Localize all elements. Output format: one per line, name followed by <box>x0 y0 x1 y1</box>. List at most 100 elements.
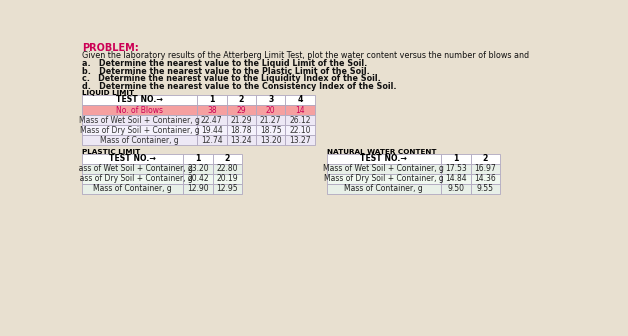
Bar <box>285 95 315 105</box>
Text: 14.36: 14.36 <box>475 174 496 183</box>
Text: TEST NO.→: TEST NO.→ <box>116 95 163 104</box>
Bar <box>212 183 242 194</box>
Text: Mass of Wet Soil + Container, g: Mass of Wet Soil + Container, g <box>323 164 444 173</box>
Bar <box>197 135 227 145</box>
Text: 9.50: 9.50 <box>447 184 465 193</box>
Bar <box>470 164 500 173</box>
Bar <box>227 115 256 125</box>
Text: TEST NO.→: TEST NO.→ <box>109 154 156 163</box>
Text: 17.53: 17.53 <box>445 164 467 173</box>
Text: 1: 1 <box>195 154 200 163</box>
Text: 18.78: 18.78 <box>230 126 252 134</box>
Bar <box>327 164 441 173</box>
Bar <box>256 115 285 125</box>
Bar <box>441 164 470 173</box>
Text: a.   Determine the nearest value to the Liquid Limit of the Soil.: a. Determine the nearest value to the Li… <box>82 59 367 68</box>
Bar <box>441 154 470 164</box>
Text: Mass of Dry Soil + Container, g: Mass of Dry Soil + Container, g <box>73 174 193 183</box>
Text: 12.95: 12.95 <box>217 184 238 193</box>
Text: Mass of Container, g: Mass of Container, g <box>100 135 179 144</box>
Text: 14: 14 <box>295 106 305 115</box>
Bar <box>285 135 315 145</box>
Bar <box>197 95 227 105</box>
Bar <box>82 173 183 183</box>
Text: 13.27: 13.27 <box>290 135 311 144</box>
Text: 21.27: 21.27 <box>260 116 281 125</box>
Text: 1: 1 <box>453 154 458 163</box>
Text: b.   Determine the nearest value to the Plastic Limit of the Soil.: b. Determine the nearest value to the Pl… <box>82 67 370 76</box>
Text: 13.24: 13.24 <box>230 135 252 144</box>
Bar <box>212 173 242 183</box>
Text: 26.12: 26.12 <box>290 116 311 125</box>
Bar <box>212 154 242 164</box>
Bar <box>441 183 470 194</box>
Bar <box>256 105 285 115</box>
Text: TEST NO.→: TEST NO.→ <box>360 154 408 163</box>
Bar <box>227 95 256 105</box>
Text: 18.75: 18.75 <box>260 126 281 134</box>
Bar <box>470 173 500 183</box>
Bar <box>256 135 285 145</box>
Text: 4: 4 <box>298 95 303 104</box>
Text: PROBLEM:: PROBLEM: <box>82 43 139 53</box>
Text: LIQUID LIMIT: LIQUID LIMIT <box>82 90 134 96</box>
Text: 29: 29 <box>236 106 246 115</box>
Bar <box>212 164 242 173</box>
Bar <box>82 115 197 125</box>
Bar <box>441 173 470 183</box>
Text: 19.44: 19.44 <box>201 126 223 134</box>
Bar <box>470 154 500 164</box>
Text: Given the laboratory results of the Atterberg Limit Test, plot the water content: Given the laboratory results of the Atte… <box>82 51 529 60</box>
Bar <box>285 115 315 125</box>
Text: Mass of Wet Soil + Container, g: Mass of Wet Soil + Container, g <box>79 116 200 125</box>
Text: 14.84: 14.84 <box>445 174 467 183</box>
Text: NATURAL WATER CONTENT: NATURAL WATER CONTENT <box>327 149 436 155</box>
Bar <box>183 183 212 194</box>
Text: Mass of Container, g: Mass of Container, g <box>345 184 423 193</box>
Text: PLASTIC LIMIT: PLASTIC LIMIT <box>82 149 141 155</box>
Text: 20.19: 20.19 <box>217 174 238 183</box>
Text: 38: 38 <box>207 106 217 115</box>
Bar <box>197 115 227 125</box>
Text: 22.80: 22.80 <box>217 164 238 173</box>
Bar <box>183 173 212 183</box>
Text: 22.10: 22.10 <box>290 126 311 134</box>
Bar <box>82 105 197 115</box>
Bar <box>82 164 183 173</box>
Text: Mass of Container, g: Mass of Container, g <box>94 184 172 193</box>
Text: 20.42: 20.42 <box>187 174 208 183</box>
Bar <box>82 154 183 164</box>
Bar <box>227 125 256 135</box>
Bar <box>183 164 212 173</box>
Bar <box>197 125 227 135</box>
Bar <box>82 125 197 135</box>
Bar <box>285 125 315 135</box>
Bar <box>470 183 500 194</box>
Bar <box>256 95 285 105</box>
Text: 20: 20 <box>266 106 276 115</box>
Bar <box>327 173 441 183</box>
Text: 23.20: 23.20 <box>187 164 208 173</box>
Text: Mass of Wet Soil + Container, g: Mass of Wet Soil + Container, g <box>72 164 193 173</box>
Text: 16.97: 16.97 <box>475 164 496 173</box>
Bar <box>227 135 256 145</box>
Bar <box>82 95 197 105</box>
Bar <box>327 183 441 194</box>
Bar <box>82 135 197 145</box>
Text: 12.90: 12.90 <box>187 184 208 193</box>
Text: Mass of Dry Soil + Container, g: Mass of Dry Soil + Container, g <box>80 126 200 134</box>
Bar <box>285 105 315 115</box>
Bar <box>256 125 285 135</box>
Bar <box>327 154 441 164</box>
Text: 9.55: 9.55 <box>477 184 494 193</box>
Bar <box>183 154 212 164</box>
Text: 1: 1 <box>209 95 215 104</box>
Text: 22.47: 22.47 <box>201 116 222 125</box>
Text: Mass of Dry Soil + Container, g: Mass of Dry Soil + Container, g <box>324 174 444 183</box>
Text: No. of Blows: No. of Blows <box>116 106 163 115</box>
Text: 2: 2 <box>239 95 244 104</box>
Text: 2: 2 <box>225 154 230 163</box>
Text: 3: 3 <box>268 95 273 104</box>
Bar <box>227 105 256 115</box>
Text: 12.74: 12.74 <box>201 135 222 144</box>
